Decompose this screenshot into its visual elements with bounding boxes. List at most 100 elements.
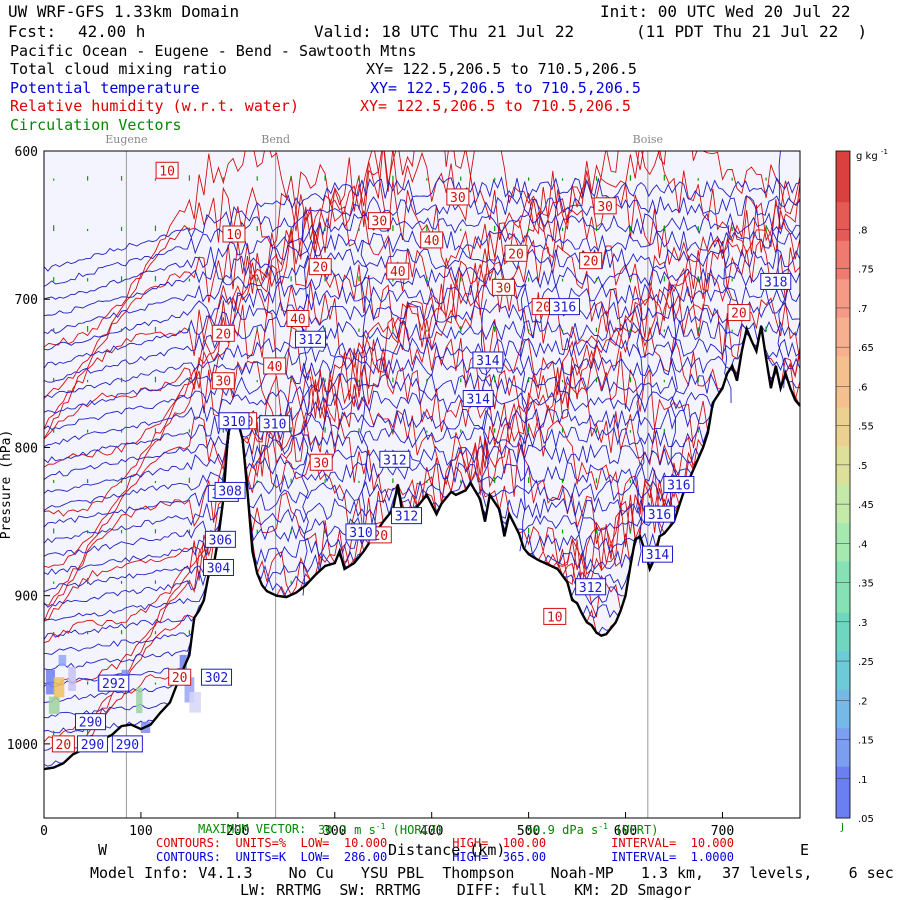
colorbar-label: .6 xyxy=(858,382,868,393)
colorbar-cell xyxy=(836,446,850,460)
x-axis-west: W xyxy=(98,841,108,859)
rh-label-text: 30 xyxy=(372,215,388,230)
rh-label-box xyxy=(286,309,310,327)
colorbar-cell xyxy=(836,625,850,639)
contour-labels: 1010102020202020202020203030303030303040… xyxy=(51,161,792,753)
field-theta-label: Potential temperature xyxy=(10,79,200,97)
rh-label-text: 40 xyxy=(267,360,283,375)
rh-label-box xyxy=(309,453,333,471)
theta-label: 314 xyxy=(472,351,504,369)
theta-contour-line xyxy=(44,325,800,480)
colorbar-cell xyxy=(836,715,850,729)
rh-label-box xyxy=(367,212,391,230)
theta-contour-line xyxy=(44,247,800,335)
colorbar-cell xyxy=(836,420,850,434)
rh-contour-line xyxy=(44,319,800,568)
x-tick-label: 700 xyxy=(711,824,734,839)
colorbar-label: .7 xyxy=(858,304,868,315)
rh-label-text: 20 xyxy=(583,255,599,270)
model-title: UW WRF-GFS 1.33km Domain xyxy=(8,2,240,21)
theta-label: 304 xyxy=(202,559,234,577)
max-vector-horiz-tag: (HORIZ) xyxy=(392,823,444,837)
location-label: Bend xyxy=(261,133,290,146)
theta-label: 316 xyxy=(643,505,675,523)
rh-contour-line xyxy=(44,199,800,439)
field-theta-xy: XY= 122.5,206.5 to 710.5,206.5 xyxy=(370,79,641,97)
theta-label: 308 xyxy=(214,481,246,499)
x-axis-label: Distance (km) xyxy=(388,841,506,859)
theta-label-box xyxy=(295,330,327,348)
colorbar-bottom-label: J xyxy=(840,822,844,833)
colorbar-cell xyxy=(836,792,850,806)
rh-contour-line xyxy=(44,325,800,688)
rh-label-text: 30 xyxy=(313,456,329,471)
theta-label: 314 xyxy=(642,545,674,563)
rh-contour-info: CONTOURS: UNITS=% LOW= 10.000 HIGH= 100.… xyxy=(156,836,734,850)
rh-label-box xyxy=(420,231,444,249)
colorbar-cell xyxy=(836,766,850,781)
cloud-free-shading xyxy=(44,151,800,770)
max-vector-horiz-sup: -1 xyxy=(375,822,386,831)
rh-label-text: 20 xyxy=(56,738,72,753)
colorbar-cell xyxy=(836,343,850,357)
theta-label-box xyxy=(390,507,422,525)
rh-label: 30 xyxy=(446,188,470,206)
rh-label: 30 xyxy=(211,372,235,390)
shade-area xyxy=(44,151,800,770)
colorbar-label: .2 xyxy=(858,696,868,707)
theta-label-box xyxy=(642,545,674,563)
theta-contour-info: CONTOURS: UNITS=K LOW= 286.00 HIGH= 365.… xyxy=(156,850,734,864)
rh-label-text: 10 xyxy=(159,164,175,179)
theta-label-text: 316 xyxy=(667,479,690,494)
rh-label-box xyxy=(504,244,528,262)
colorbar-cell xyxy=(836,458,850,473)
colorbar-cell xyxy=(836,510,850,524)
y-tick-label: 900 xyxy=(15,590,38,605)
theta-label: 310 xyxy=(345,523,377,541)
max-vector-vert: 50.9 dPa s-1 (VERT) xyxy=(526,823,658,837)
colorbar-cell xyxy=(836,587,850,601)
field-cloud-label: Total cloud mixing ratio xyxy=(10,60,227,78)
init-time: Init: 00 UTC Wed 20 Jul 22 xyxy=(600,2,851,21)
rh-label: 10 xyxy=(155,161,179,179)
field-vectors-label: Circulation Vectors xyxy=(10,116,182,134)
theta-contour-line xyxy=(44,212,800,300)
cloud-cell xyxy=(184,677,195,703)
rh-label-text: 30 xyxy=(597,200,613,215)
fcst-value: 42.00 h xyxy=(78,22,146,41)
colorbar-cell xyxy=(836,266,850,280)
colorbar: g kg -1 .8 .75 .7 .65 .6 .55 .5 .45 .4 .35 .3 .25 .2 .1… xyxy=(835,148,888,833)
theta-label: 290 xyxy=(75,713,107,731)
theta-label: 290 xyxy=(111,735,143,753)
rh-label: 40 xyxy=(263,357,287,375)
theta-label-box xyxy=(345,523,377,541)
theta-label-text: 292 xyxy=(102,677,125,692)
colorbar-cell xyxy=(836,522,850,537)
colorbar-label: .45 xyxy=(858,500,874,511)
theta-contour-line xyxy=(44,283,800,369)
cloud-cell xyxy=(45,669,56,695)
colorbar-cell xyxy=(836,689,850,704)
theta-label: 302 xyxy=(201,668,233,686)
rh-label-box xyxy=(579,252,603,270)
theta-contour-line xyxy=(44,325,800,528)
theta-contour-line xyxy=(44,325,800,414)
colorbar-cell xyxy=(836,227,850,242)
rh-label-box xyxy=(543,607,567,625)
x-tick-label: 0 xyxy=(40,824,48,839)
colorbar-cell xyxy=(836,151,850,165)
colorbar-cell xyxy=(836,433,850,447)
theta-contour-line xyxy=(44,325,800,494)
theta-label-text: 314 xyxy=(466,393,490,408)
rh-label: 10 xyxy=(543,607,567,625)
rh-label-box xyxy=(222,225,246,243)
colorbar-cell xyxy=(836,484,850,498)
region-title: Pacific Ocean - Eugene - Bend - Sawtooth… xyxy=(10,42,417,60)
colorbar-cell xyxy=(836,805,850,819)
theta-label-box xyxy=(218,412,250,430)
rh-label-box xyxy=(593,197,617,215)
rh-contour-line xyxy=(44,151,800,348)
colorbar-cell xyxy=(836,189,850,203)
x-tick-label: 500 xyxy=(517,824,540,839)
fcst-label: Fcst: xyxy=(8,22,57,41)
